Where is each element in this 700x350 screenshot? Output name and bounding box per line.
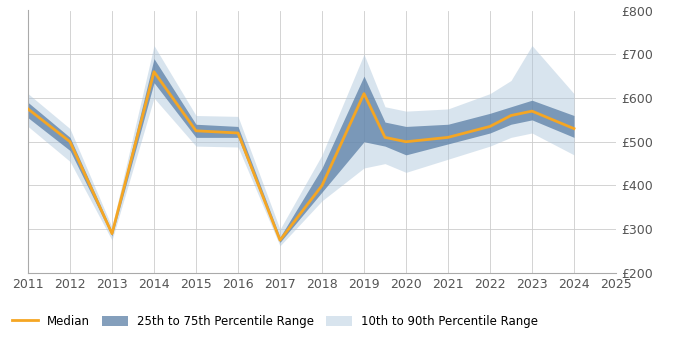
Legend: Median, 25th to 75th Percentile Range, 10th to 90th Percentile Range: Median, 25th to 75th Percentile Range, 1… <box>7 310 543 333</box>
